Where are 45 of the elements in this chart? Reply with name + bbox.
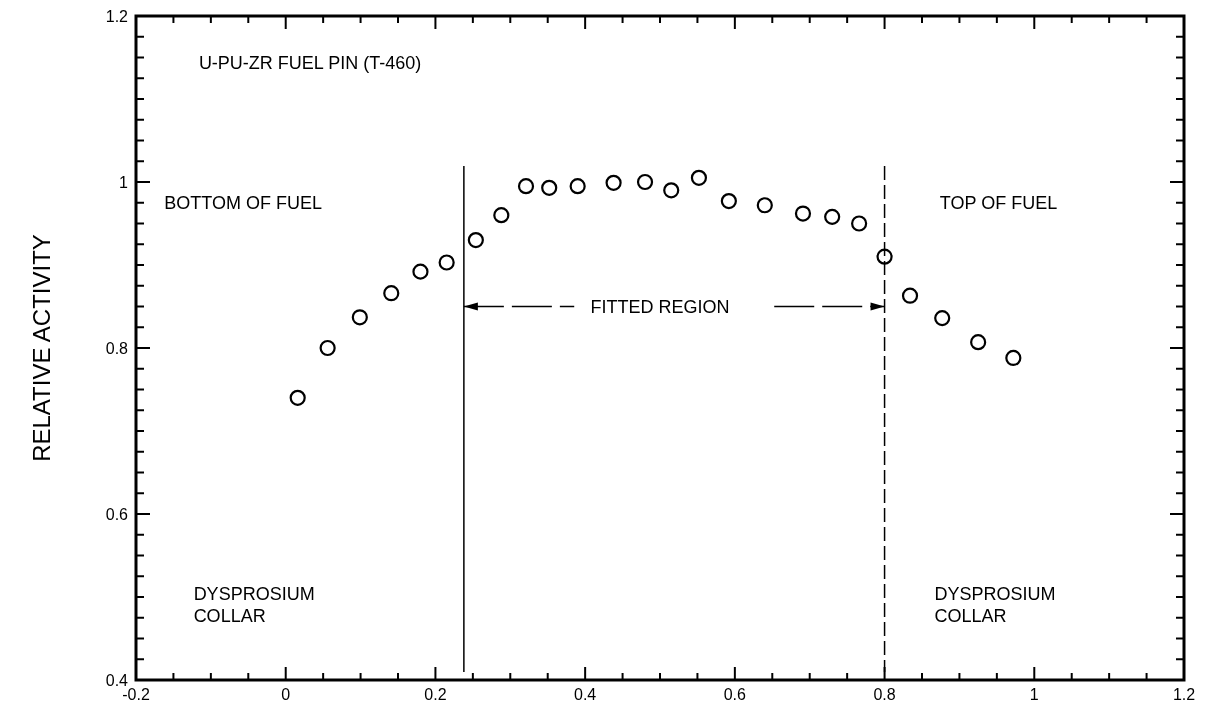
y-tick-label: 0.8 <box>105 340 129 357</box>
x-tick-label: 0.8 <box>873 686 896 703</box>
point <box>319 339 336 357</box>
point <box>851 215 868 232</box>
y-tick-label: 1 <box>119 174 129 191</box>
annotation: FITTED REGION <box>590 296 730 317</box>
point <box>605 174 622 191</box>
annotation: U-PU-ZR FUEL PIN (T-460) <box>198 53 422 74</box>
point <box>438 254 455 271</box>
point <box>351 309 368 326</box>
point <box>876 248 893 265</box>
point <box>934 310 951 327</box>
annotation: DYSPROSIUM COLLAR <box>934 584 1056 627</box>
y-tick-label: 0.6 <box>105 506 129 523</box>
point <box>412 263 429 280</box>
x-tick-label: 1 <box>1029 686 1039 703</box>
point <box>824 208 841 225</box>
x-tick-label: 0.6 <box>723 686 747 703</box>
point <box>467 232 484 249</box>
point <box>493 207 510 224</box>
point <box>541 179 558 196</box>
point <box>1005 349 1022 367</box>
x-tick-label: -0.2 <box>122 686 150 703</box>
y-axis-title: RELATIVE ACTIVITY <box>28 234 55 462</box>
x-tick-label: 1.2 <box>1172 686 1196 703</box>
point <box>794 205 812 222</box>
y-tick-label: 0.4 <box>105 672 129 689</box>
x-tick-label: 0.4 <box>574 686 597 703</box>
annotation: TOP OF FUEL <box>939 192 1058 213</box>
y-tick-label: 1.2 <box>105 8 129 25</box>
point <box>517 178 535 195</box>
point <box>663 182 680 199</box>
point <box>690 169 708 186</box>
point <box>756 197 773 214</box>
point <box>383 285 400 302</box>
point <box>970 334 987 351</box>
annotation: DYSPROSIUM COLLAR <box>193 584 315 627</box>
x-tick-label: 0.2 <box>424 686 447 703</box>
point <box>901 287 919 304</box>
point <box>289 389 306 406</box>
x-tick-label: 0 <box>281 686 291 703</box>
point <box>569 178 586 195</box>
annotation: BOTTOM OF FUEL <box>164 192 322 213</box>
point <box>720 192 737 210</box>
point <box>636 173 654 191</box>
